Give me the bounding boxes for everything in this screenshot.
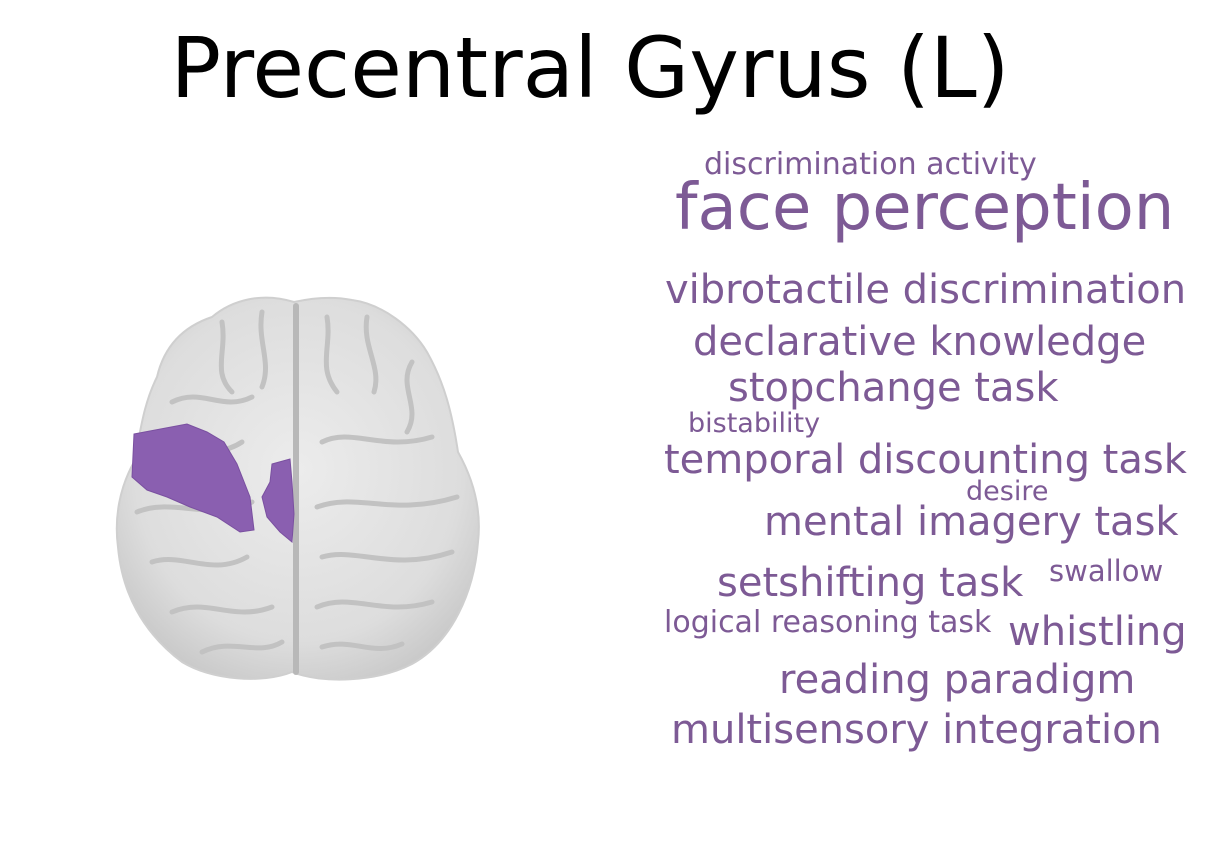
- word-cloud-term: mental imagery task: [764, 499, 1179, 545]
- word-cloud-term: face perception: [675, 171, 1175, 245]
- page-title: Precentral Gyrus (L): [170, 19, 1010, 117]
- word-cloud-term: temporal discounting task: [664, 437, 1187, 483]
- word-cloud-term: multisensory integration: [671, 707, 1162, 753]
- word-cloud-term: declarative knowledge: [693, 319, 1147, 365]
- word-cloud-term: discrimination activity: [704, 147, 1037, 182]
- word-cloud-term: whistling: [1008, 609, 1187, 655]
- word-cloud-term: setshifting task: [717, 560, 1024, 606]
- word-cloud-term: reading paradigm: [779, 657, 1136, 703]
- word-cloud-term: desire: [966, 476, 1049, 507]
- word-cloud-term: bistability: [688, 408, 821, 439]
- word-cloud-term: stopchange task: [728, 365, 1059, 411]
- brain-sulci: [134, 303, 460, 675]
- highlighted-region: [131, 423, 295, 544]
- word-cloud-term: vibrotactile discrimination: [665, 267, 1187, 313]
- axial-brain-slice-icon: [115, 296, 480, 681]
- word-cloud-term: swallow: [1049, 554, 1164, 588]
- word-cloud-term: logical reasoning task: [664, 605, 992, 640]
